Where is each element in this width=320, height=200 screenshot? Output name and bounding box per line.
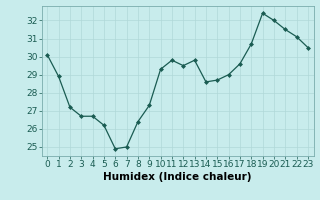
X-axis label: Humidex (Indice chaleur): Humidex (Indice chaleur) [103,172,252,182]
